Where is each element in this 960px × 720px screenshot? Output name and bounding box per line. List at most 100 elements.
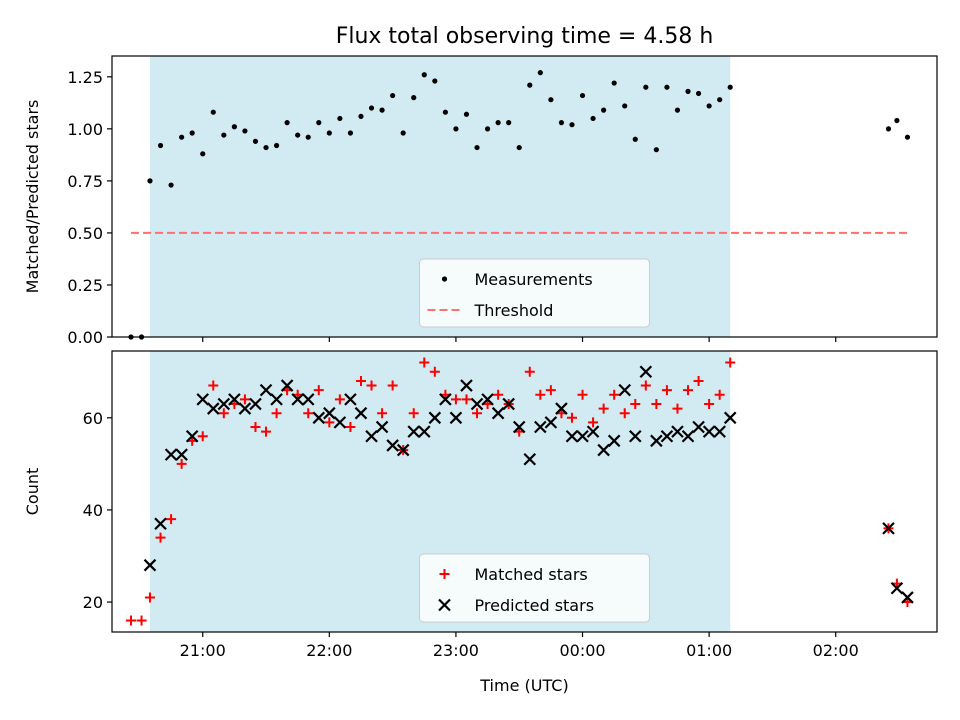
- data-point: [569, 122, 575, 128]
- legend-label: Matched stars: [475, 565, 588, 584]
- data-point: [396, 443, 410, 457]
- data-point: [674, 107, 681, 113]
- data-point: [210, 109, 216, 115]
- data-point: [586, 425, 600, 438]
- data-point: [387, 380, 398, 391]
- data-point: [664, 84, 670, 90]
- data-point: [548, 97, 554, 103]
- data-point: [537, 70, 543, 76]
- data-point: [355, 375, 366, 386]
- x-axis-label: Time (UTC): [479, 676, 568, 695]
- data-point: [481, 393, 494, 406]
- y-axis-label: Matched/Predicted stars: [23, 100, 42, 294]
- data-point: [259, 383, 273, 397]
- data-point: [231, 124, 237, 130]
- data-point: [607, 434, 621, 448]
- data-point: [693, 375, 704, 386]
- bottom-panel: 21:00 22:00 23:00 00:00 01:00 02:00 20 40 60 Coun…: [23, 350, 938, 695]
- data-point: [544, 416, 558, 429]
- data-point: [252, 138, 259, 144]
- data-point: [555, 402, 568, 415]
- data-point: [368, 105, 375, 111]
- data-point: [685, 88, 691, 94]
- data-point: [672, 403, 683, 414]
- y-tick-label: 20: [83, 593, 103, 612]
- data-point: [379, 107, 385, 113]
- data-point: [651, 398, 662, 409]
- series-measurements: [128, 70, 911, 340]
- data-point: [144, 592, 155, 603]
- legend-label: Predicted stars: [475, 596, 595, 615]
- data-point: [484, 126, 491, 132]
- data-point: [263, 144, 269, 151]
- data-point: [312, 411, 326, 425]
- data-point: [261, 426, 272, 437]
- data-point: [316, 120, 322, 126]
- data-point: [461, 394, 472, 405]
- legend-marker: [441, 276, 448, 282]
- data-point: [643, 84, 649, 90]
- data-point: [704, 398, 715, 409]
- data-point: [334, 394, 345, 405]
- data-point: [630, 398, 641, 409]
- data-point: [337, 115, 343, 122]
- data-point: [714, 389, 725, 400]
- data-point: [291, 393, 304, 406]
- data-point: [280, 379, 294, 392]
- y-tick-label: 1.25: [67, 68, 103, 87]
- x-tick-label: 23:00: [433, 641, 479, 660]
- legend-label: Measurements: [475, 270, 593, 289]
- data-point: [692, 420, 705, 434]
- data-point: [527, 82, 533, 88]
- data-point: [179, 134, 185, 140]
- data-point: [185, 429, 199, 443]
- data-point: [301, 393, 315, 406]
- data-point: [442, 109, 448, 115]
- data-point: [411, 95, 417, 101]
- data-point: [305, 134, 311, 140]
- data-point: [619, 408, 630, 419]
- data-point: [347, 130, 354, 136]
- x-tick-label: 21:00: [180, 641, 226, 660]
- legend-label: Threshold: [474, 301, 554, 320]
- legend-marker: [438, 598, 451, 612]
- data-point: [717, 97, 723, 103]
- data-point: [417, 425, 431, 438]
- data-point: [228, 393, 241, 406]
- data-point: [333, 416, 347, 429]
- data-point: [168, 182, 174, 188]
- data-point: [576, 429, 589, 443]
- data-point: [196, 393, 210, 406]
- y-axis-label: Count: [23, 468, 42, 516]
- legend: Measurements Threshold: [419, 258, 650, 328]
- data-point: [175, 448, 188, 461]
- data-point: [506, 120, 512, 126]
- data-point: [432, 78, 438, 84]
- data-point: [524, 366, 535, 377]
- data-point: [166, 514, 177, 525]
- data-point: [661, 385, 672, 396]
- data-point: [295, 132, 301, 138]
- data-point: [491, 406, 505, 420]
- data-point: [250, 422, 261, 433]
- axes-frame: [111, 350, 938, 633]
- data-point: [463, 111, 470, 117]
- data-point: [588, 417, 599, 428]
- data-point: [660, 429, 674, 443]
- data-point: [579, 92, 586, 99]
- data-point: [474, 144, 480, 151]
- y-tick-label: 0.00: [67, 328, 103, 347]
- y-tick-label: 0.75: [67, 172, 103, 191]
- data-point: [200, 151, 206, 157]
- data-point: [723, 411, 737, 425]
- data-point: [324, 417, 335, 428]
- data-point: [407, 425, 421, 438]
- data-point: [611, 80, 617, 86]
- x-tick-label: 02:00: [813, 641, 859, 660]
- data-point: [470, 397, 484, 411]
- data-point: [326, 130, 332, 136]
- x-tick-label: 22:00: [306, 641, 352, 660]
- data-point: [601, 107, 607, 113]
- data-point: [189, 130, 195, 136]
